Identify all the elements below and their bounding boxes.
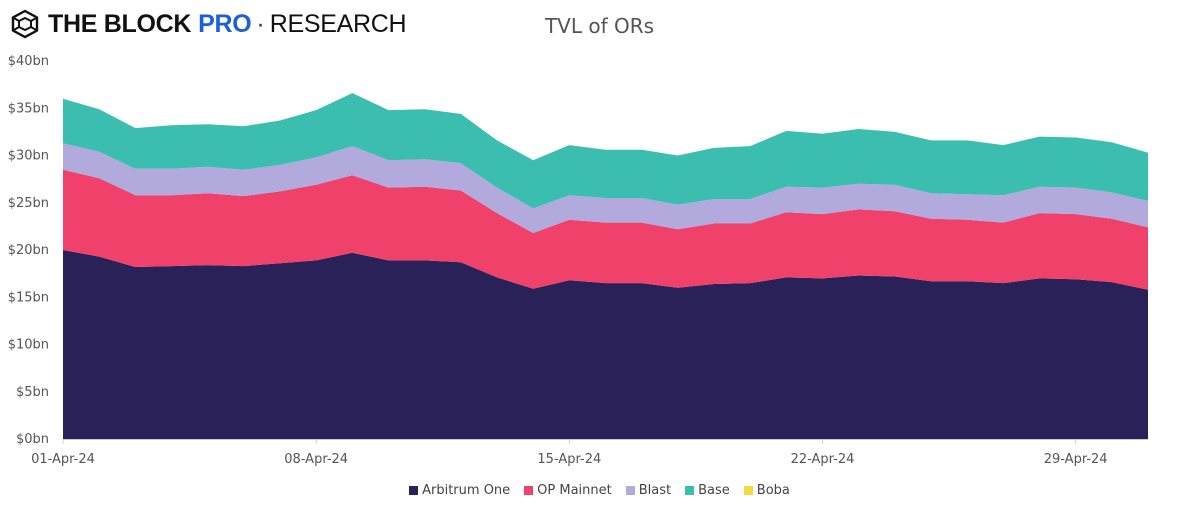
legend-label: OP Mainnet	[537, 483, 612, 498]
legend-swatch-icon	[625, 486, 635, 495]
y-tick-label: $30bn	[8, 149, 49, 164]
brand-name: THE BLOCK	[48, 9, 192, 38]
legend-swatch-icon	[685, 486, 695, 495]
legend-item-boba[interactable]: Boba	[743, 483, 790, 498]
y-tick-label: $25bn	[8, 196, 49, 211]
legend-item-op-mainnet[interactable]: OP Mainnet	[524, 483, 612, 498]
y-tick-label: $15bn	[8, 290, 49, 305]
legend-item-arbitrum-one[interactable]: Arbitrum One	[409, 483, 510, 498]
chart-title: TVL of ORs	[544, 14, 655, 38]
legend-label: Boba	[756, 483, 790, 498]
area-arbitrum-one	[63, 250, 1148, 439]
x-tick-label: 15-Apr-24	[537, 452, 601, 467]
legend-item-base[interactable]: Base	[685, 483, 730, 498]
legend-swatch-icon	[524, 486, 534, 495]
y-tick-label: $20bn	[8, 243, 49, 258]
x-tick-label: 22-Apr-24	[791, 452, 855, 467]
brand-logo: THE BLOCK PRO · RESEARCH	[10, 9, 407, 39]
area-op-mainnet	[63, 169, 1148, 290]
legend-label: Blast	[638, 483, 672, 498]
area-blast	[63, 143, 1148, 233]
brand-research: RESEARCH	[269, 9, 407, 38]
legend-item-blast[interactable]: Blast	[625, 483, 672, 498]
y-tick-label: $0bn	[16, 432, 49, 447]
x-tick-label: 01-Apr-24	[31, 452, 95, 467]
y-axis: $0bn $5bn $10bn $15bn $20bn $25bn $30bn $35bn $4…	[8, 54, 49, 447]
area-layers	[63, 93, 1148, 439]
legend-swatch-icon	[743, 486, 753, 495]
legend-swatch-icon	[409, 486, 419, 495]
legend: Arbitrum One OP Mainnet Blast Base Boba	[0, 483, 1199, 498]
area-base	[63, 93, 1148, 209]
y-tick-label: $40bn	[8, 54, 49, 69]
y-tick-label: $5bn	[16, 385, 49, 400]
x-axis: 01-Apr-24 08-Apr-24 15-Apr-24 22-Apr-24 29-A…	[31, 439, 1148, 467]
legend-label: Base	[698, 483, 730, 498]
legend-label: Arbitrum One	[422, 483, 511, 498]
x-tick-label: 08-Apr-24	[284, 452, 348, 467]
brand-separator: ·	[256, 9, 265, 38]
brand-pro: PRO	[198, 9, 252, 38]
y-tick-label: $10bn	[8, 338, 49, 353]
cube-logo-icon	[11, 9, 39, 39]
x-tick-label: 29-Apr-24	[1044, 452, 1108, 467]
chart-title-wrap: TVL of ORs	[0, 14, 1199, 38]
y-tick-label: $35bn	[8, 101, 49, 116]
